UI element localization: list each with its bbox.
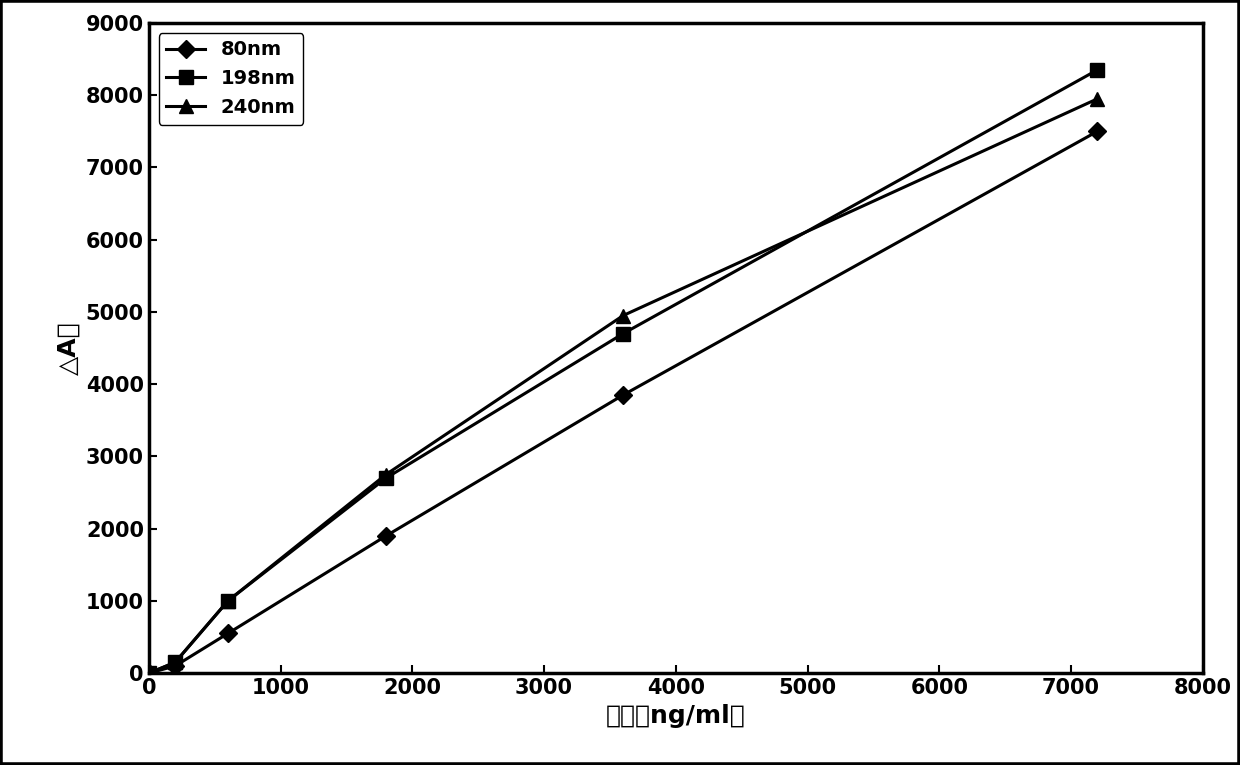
198nm	[167, 658, 182, 667]
240nm	[1090, 94, 1105, 103]
Legend: 80nm, 198nm, 240nm: 80nm, 198nm, 240nm	[159, 33, 304, 125]
80nm	[141, 669, 156, 678]
240nm	[221, 597, 236, 606]
80nm	[221, 629, 236, 638]
240nm	[616, 311, 631, 320]
80nm	[167, 662, 182, 671]
80nm	[616, 390, 631, 399]
198nm	[378, 474, 393, 483]
198nm	[141, 669, 156, 678]
80nm	[378, 532, 393, 541]
X-axis label: 浓度（ng/ml）: 浓度（ng/ml）	[606, 704, 745, 728]
198nm	[221, 597, 236, 606]
Line: 198nm: 198nm	[141, 63, 1105, 680]
Y-axis label: △A值: △A值	[56, 321, 81, 375]
Line: 80nm: 80nm	[143, 125, 1104, 679]
240nm	[167, 658, 182, 667]
80nm	[1090, 127, 1105, 136]
Line: 240nm: 240nm	[141, 92, 1105, 680]
198nm	[616, 329, 631, 338]
198nm	[1090, 65, 1105, 74]
240nm	[141, 669, 156, 678]
240nm	[378, 470, 393, 479]
